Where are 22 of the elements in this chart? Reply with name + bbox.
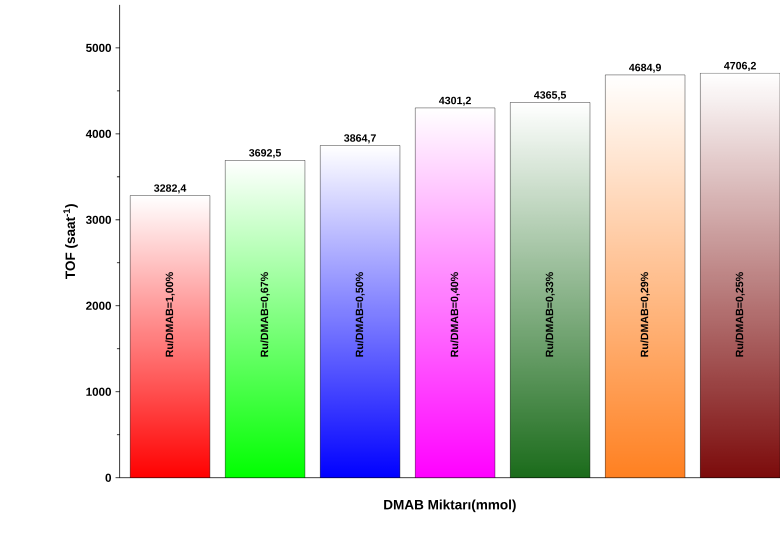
y-tick-label: 1000 [86,388,112,396]
data-label: 3864,7 [344,134,376,144]
x-tick-label: Ru/DMAB=0,67% [260,272,270,357]
data-label: 3282,4 [154,184,186,194]
x-tick-label: Ru/DMAB=0,40% [450,272,460,357]
y-tick-label: 4000 [86,130,112,138]
x-tick-label: Ru/DMAB=1,00% [165,272,175,357]
data-label: 4301,2 [438,96,471,106]
y-tick-label: 0 [105,474,112,482]
x-axis-title: DMAB Miktarı(mmol) [384,500,516,512]
data-label: 3692,5 [249,149,282,158]
y-tick-label: 3000 [86,216,112,224]
x-tick-label: Ru/DMAB=0,50% [355,272,365,357]
data-label: 4684,9 [628,64,661,73]
y-tick-label: 2000 [86,302,112,310]
data-label: 4706,2 [724,62,756,71]
y-axis-title: TOF (saat$^{-1}$) [63,204,78,279]
x-tick-label: Ru/DMAB=0,29% [640,272,650,357]
y-tick-label: 5000 [86,44,112,52]
data-label: 4365,5 [534,91,566,100]
x-tick-label: Ru/DMAB=0,25% [735,272,745,357]
x-tick-label: Ru/DMAB=0,33% [545,272,555,357]
